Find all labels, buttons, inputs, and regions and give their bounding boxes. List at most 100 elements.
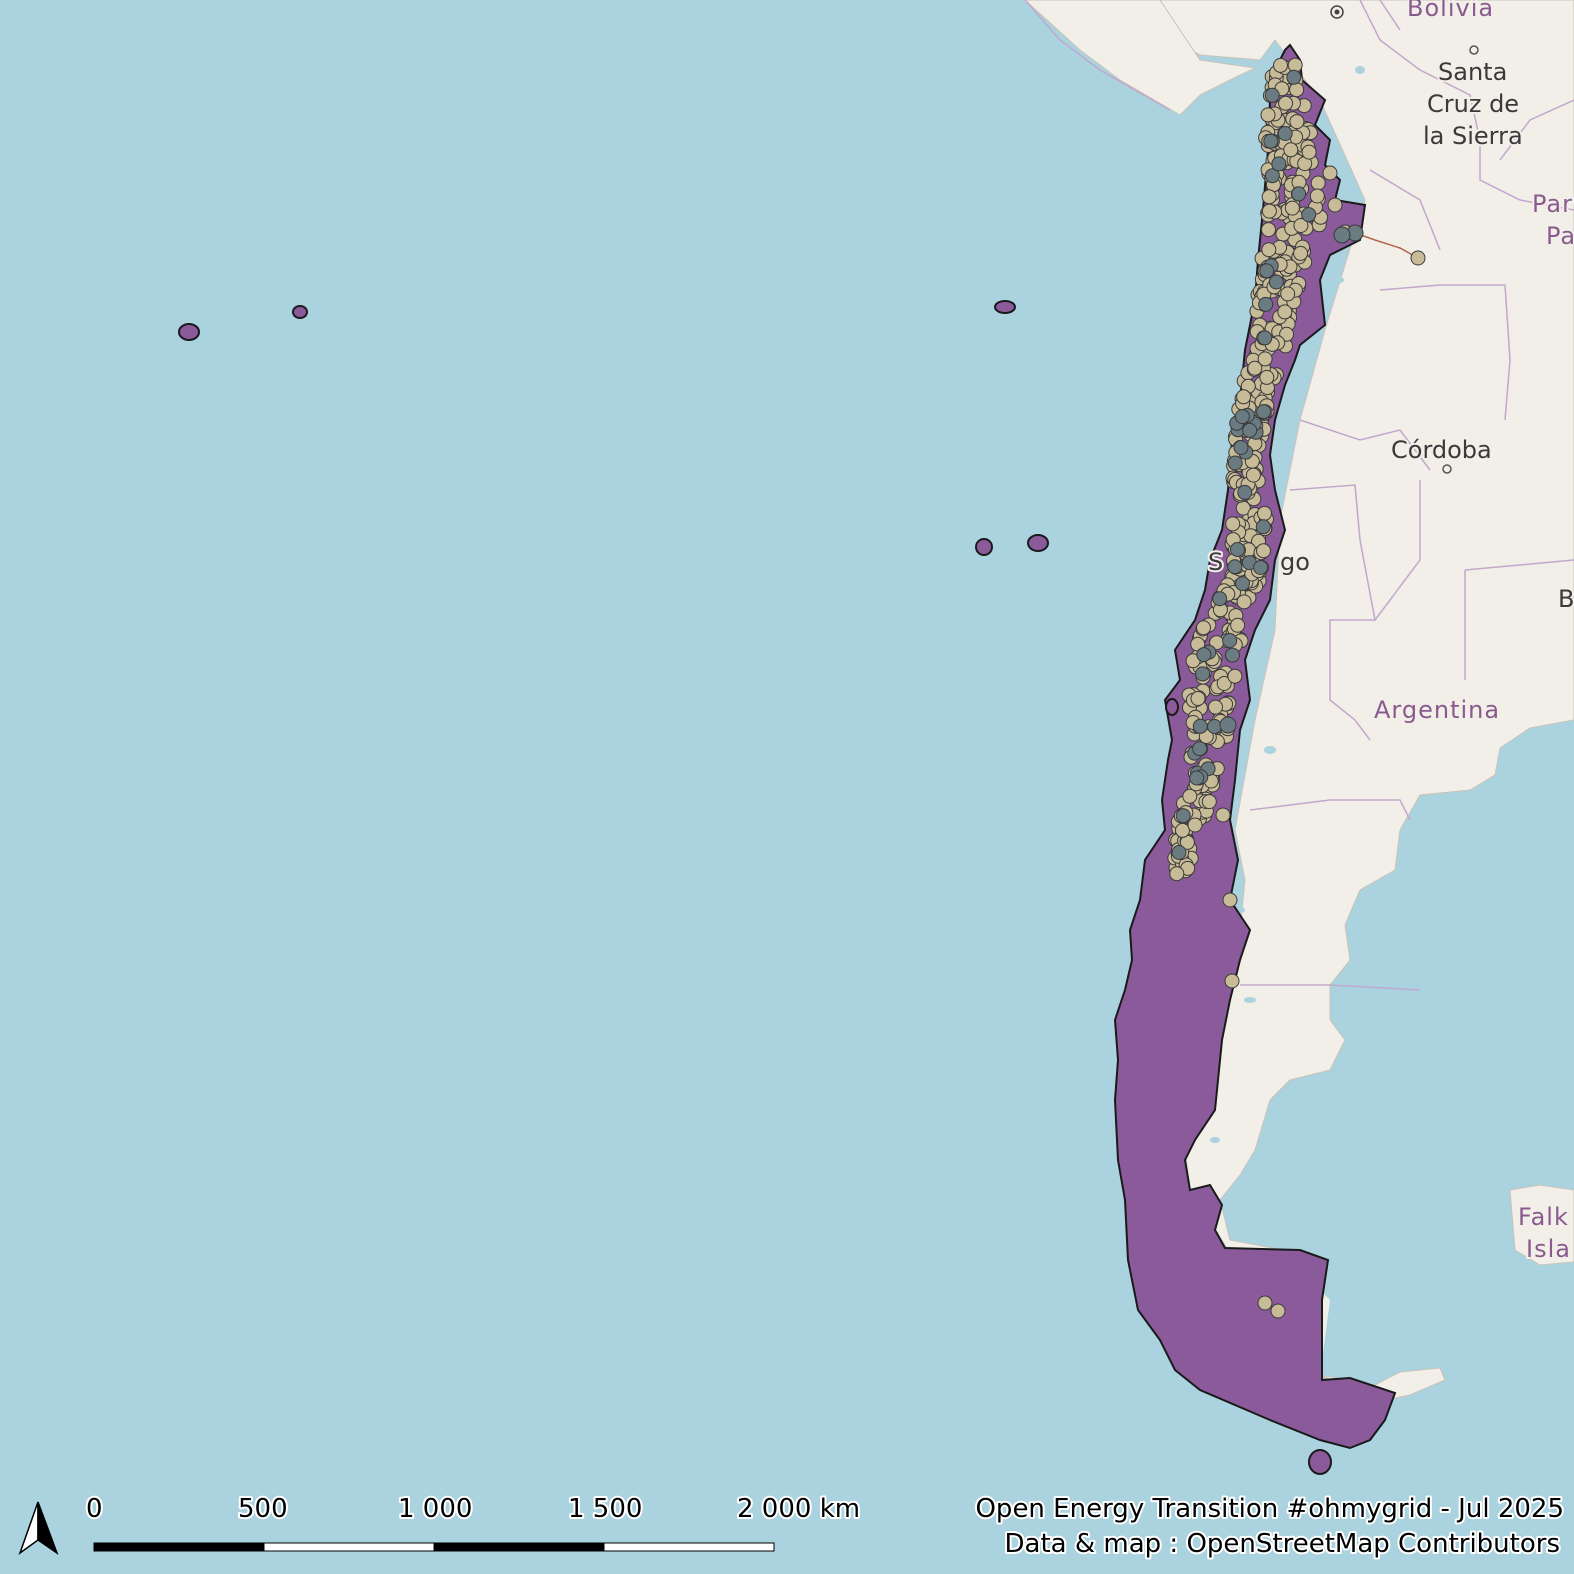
- power-plant-marker: [1284, 200, 1300, 216]
- power-plant-marker: [1322, 165, 1338, 181]
- power-plant-marker: [1225, 516, 1241, 532]
- substation-marker: [1257, 330, 1273, 346]
- power-plant-marker: [1196, 620, 1211, 636]
- substation-marker: [1235, 576, 1250, 592]
- power-plant-marker: [1293, 218, 1309, 233]
- scale-tick-0: 0: [86, 1494, 103, 1524]
- power-plant-marker: [1224, 973, 1240, 989]
- label-santiago-1: S: [1208, 548, 1223, 576]
- chile-region: [1113, 43, 1397, 1450]
- power-plant-marker: [1215, 807, 1231, 823]
- power-plant-marker: [1201, 794, 1217, 810]
- substation-marker: [1233, 440, 1249, 455]
- power-plant-marker: [1283, 142, 1299, 158]
- substation-marker: [1256, 404, 1272, 420]
- substation-marker: [1291, 186, 1307, 202]
- substation-marker: [1277, 126, 1293, 141]
- substation-marker: [1234, 409, 1250, 425]
- substation-marker: [1219, 716, 1237, 734]
- substation-marker: [1271, 156, 1287, 172]
- power-plant-marker: [1169, 866, 1185, 882]
- power-plant-marker: [1261, 203, 1277, 219]
- substation-marker: [1171, 845, 1187, 860]
- admin-borders: [1024, 0, 1574, 991]
- scale-tick-1000: 1 000: [398, 1494, 472, 1524]
- substation-marker: [1333, 226, 1351, 244]
- substation-marker: [1192, 718, 1208, 734]
- substation-marker: [1195, 666, 1211, 682]
- power-plant-marker: [1273, 57, 1288, 73]
- power-plant-marker: [1222, 892, 1238, 908]
- label-santa-cruz-1: Santa: [1438, 58, 1507, 86]
- island-3: [994, 300, 1016, 314]
- lakes: [1210, 66, 1480, 1143]
- scale-tick-500: 500: [238, 1494, 288, 1524]
- island-7: [1165, 698, 1179, 716]
- power-plant-marker: [1289, 82, 1305, 98]
- substation-marker: [1264, 87, 1280, 103]
- label-b-edge: B: [1558, 585, 1574, 613]
- island-1: [178, 323, 200, 341]
- substation-marker: [1225, 647, 1240, 663]
- power-plant-marker: [1230, 617, 1246, 633]
- power-plant-marker: [1278, 95, 1294, 111]
- power-plant-marker: [1259, 369, 1275, 385]
- power-plant-marker: [1245, 467, 1261, 483]
- substation-marker: [1212, 591, 1228, 607]
- substation-marker: [1264, 168, 1280, 184]
- north-arrow-icon: [18, 1501, 59, 1556]
- scale-tick-2000: 2 000 km: [737, 1494, 860, 1524]
- substation-markers: [1171, 69, 1364, 860]
- power-plant-marker: [1301, 144, 1317, 160]
- power-plant-marker: [1280, 286, 1296, 302]
- power-plant-marker: [1190, 691, 1206, 706]
- power-plant-marker: [1257, 505, 1272, 521]
- credit-line-1: Open Energy Transition #ohmygrid - Jul 2…: [975, 1494, 1564, 1524]
- credit-line-2: Data & map : OpenStreetMap Contributors: [1005, 1529, 1560, 1559]
- power-plant-marker: [1175, 822, 1190, 838]
- power-plant-marker: [1182, 788, 1198, 804]
- power-plant-marker: [1261, 222, 1276, 238]
- substation-marker: [1207, 719, 1222, 734]
- power-plant-marker: [1327, 197, 1343, 213]
- power-plant-marker: [1270, 1303, 1286, 1319]
- island-5: [1027, 534, 1049, 552]
- power-plant-marker: [1260, 107, 1276, 123]
- power-plant-marker: [1216, 676, 1232, 691]
- power-plant-marker: [1257, 1295, 1273, 1311]
- power-plant-marker: [1293, 245, 1309, 261]
- label-santiago-2: go: [1280, 548, 1310, 576]
- substation-marker: [1222, 633, 1238, 648]
- substation-marker: [1242, 422, 1258, 438]
- power-plant-marker: [1236, 594, 1252, 610]
- offshore-islands: [178, 300, 1332, 1475]
- substation-marker: [1227, 559, 1243, 575]
- falkland-islands: [1509, 1184, 1574, 1266]
- scale-bar: 0 500 1 000 1 500 2 000 km: [84, 1492, 862, 1552]
- city-dot-icon: [1469, 45, 1479, 55]
- label-paraguay-1: Par: [1532, 190, 1573, 218]
- label-bolivia: Bolivia: [1407, 0, 1494, 22]
- island-6: [1308, 1449, 1332, 1475]
- substation-marker: [1253, 560, 1269, 575]
- label-falkland-2: Isla: [1526, 1235, 1571, 1263]
- power-plant-marker: [1289, 114, 1305, 130]
- power-plant-marker: [1187, 817, 1203, 833]
- power-plant-marker: [1208, 699, 1223, 715]
- substation-marker: [1258, 296, 1274, 312]
- label-santa-cruz-3: la Sierra: [1423, 122, 1523, 150]
- label-argentina: Argentina: [1374, 696, 1500, 724]
- city-dot-icon: [1442, 464, 1452, 474]
- substation-marker: [1227, 455, 1243, 471]
- peru-coast: [1024, 0, 1257, 116]
- substation-marker: [1196, 647, 1212, 663]
- power-plant-marker: [1247, 360, 1263, 376]
- transmission-line: [1354, 232, 1419, 259]
- scale-tick-1500: 1 500: [568, 1494, 642, 1524]
- power-plant-marker: [1236, 389, 1252, 405]
- label-paraguay-2: Pa: [1546, 222, 1574, 250]
- power-plant-marker: [1261, 189, 1277, 205]
- power-plant-marker: [1261, 242, 1277, 258]
- substation-marker: [1301, 207, 1317, 223]
